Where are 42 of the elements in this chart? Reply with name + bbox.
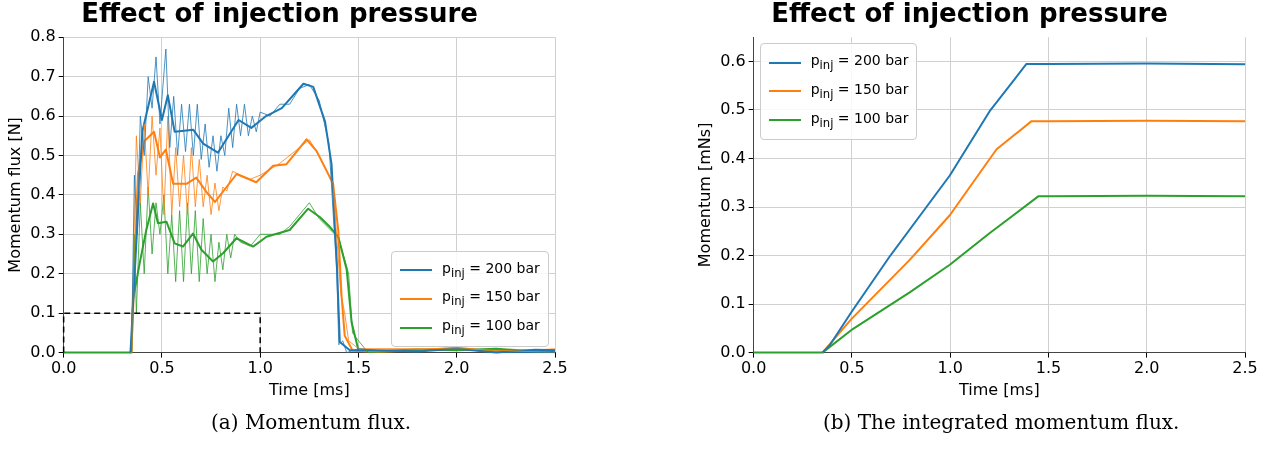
- y-tick-label: 0.5: [720, 99, 746, 119]
- y-tick-label: 0.0: [720, 341, 746, 361]
- y-tick-label: 0.0: [30, 341, 56, 361]
- y-tick-label: 0.5: [30, 144, 56, 164]
- y-tick-label: 0.8: [30, 26, 56, 46]
- x-tick-label: 0.0: [50, 358, 77, 378]
- x-tick-label: 2.5: [1232, 358, 1258, 378]
- y-tick-label: 0.3: [720, 196, 746, 216]
- text: (a) Momentum flux.: [211, 410, 412, 434]
- y-tick-label: 0.4: [30, 184, 56, 204]
- y-axis-title: Momentum flux [N]: [4, 117, 24, 273]
- x-tick-label: 1.5: [345, 358, 372, 378]
- legend-label: p$_{inj}$ = 100 bar: [442, 316, 540, 339]
- x-tick-label: 0.0: [740, 358, 767, 378]
- x-tick-label: 2.5: [542, 358, 568, 378]
- y-tick-label: 0.2: [720, 244, 746, 264]
- y-tick-label: 0.1: [30, 302, 56, 322]
- legend-label: p$_{inj}$ = 200 bar: [810, 51, 909, 74]
- y-tick-label: 0.3: [30, 223, 56, 243]
- y-tick-label: 0.7: [30, 65, 56, 85]
- chart-title: Effect of injection pressure: [771, 0, 1168, 29]
- chart-title: Effect of injection pressure: [81, 0, 478, 29]
- legend-label: p$_{inj}$ = 100 bar: [810, 108, 909, 132]
- x-tick-label: 0.5: [839, 358, 865, 378]
- x-tick-label: 1.5: [1035, 358, 1062, 378]
- y-tick-label: 0.4: [720, 147, 746, 167]
- y-tick-label: 0.2: [30, 262, 56, 282]
- x-tick-label: 2.0: [444, 358, 470, 378]
- y-tick-label: 0.6: [720, 50, 746, 70]
- y-tick-label: 0.6: [30, 105, 56, 125]
- x-tick-label: 1.0: [247, 358, 273, 378]
- legend-label: p$_{inj}$ = 200 bar: [442, 258, 540, 282]
- x-axis-title: Time [ms]: [957, 379, 1040, 399]
- y-tick-label: 0.1: [720, 293, 746, 313]
- legend-label: p$_{inj}$ = 150 bar: [442, 287, 540, 311]
- text: (b) The integrated momentum flux.: [823, 410, 1180, 434]
- x-tick-label: 2.0: [1134, 358, 1160, 378]
- x-tick-label: 0.5: [149, 358, 175, 378]
- x-axis-title: Time [ms]: [267, 379, 350, 399]
- legend-label: p$_{inj}$ = 150 bar: [810, 80, 909, 103]
- x-tick-label: 1.0: [937, 358, 963, 378]
- y-axis-title: Momentum [mNs]: [694, 122, 714, 268]
